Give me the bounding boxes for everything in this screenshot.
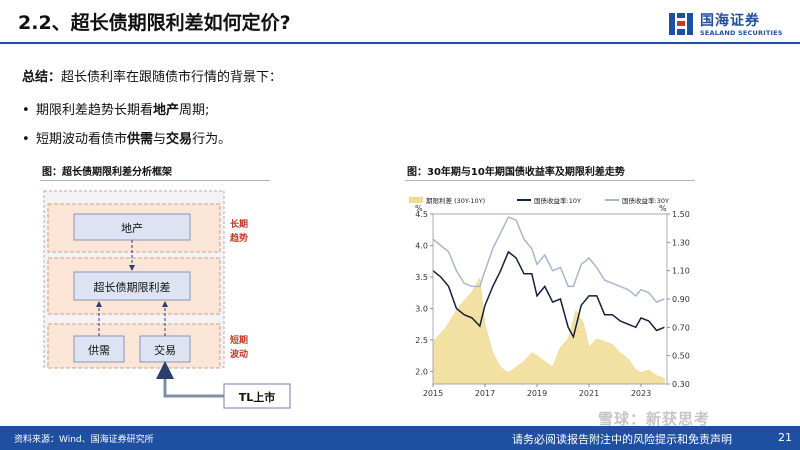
x-tick-label: 2015 [423, 389, 443, 398]
watermark: 雪球：新获思考 [598, 410, 711, 428]
bullet-supply-trading: • 短期波动看债市供需与交易行为。 [22, 128, 231, 147]
x-tick-label: 2023 [631, 389, 651, 398]
summary-text: 超长债利率在跟随债市行情的背景下： [61, 70, 283, 85]
yield-10y-line [432, 250, 665, 339]
spread-label: 超长债期限利差 [93, 281, 171, 294]
short-term-line-2: 波动 [230, 350, 249, 360]
chart-axes: 4.5 4.0 3.5 3.0 2.5 2.0 1.50 1.30 1.10 0.90 0.70 0.… [415, 204, 690, 398]
left-tick-label: 2.0 [415, 367, 428, 376]
right-tick-label: 1.50 [672, 210, 690, 219]
yield-chart-title-rule [405, 180, 695, 181]
footer-disclaimer: 请务必阅读报告附注中的风险提示和免责声明 [512, 433, 732, 446]
bullet2-highlight-trading: 交易 [166, 132, 193, 147]
bullet1-post: 周期; [179, 103, 210, 118]
right-tick-label: 1.10 [672, 267, 690, 276]
left-tick-label: 2.5 [415, 336, 428, 345]
x-tick-label: 2019 [527, 389, 547, 398]
right-axis-unit: % [659, 204, 667, 213]
left-tick-label: 3.5 [415, 273, 428, 282]
left-tick-label: 4.0 [415, 241, 428, 250]
company-logo: 国海证券 SEALAND SECURITIES [668, 10, 788, 42]
bullet-dot: • [22, 103, 30, 118]
short-term-line-1: 短期 [230, 336, 249, 346]
x-tick-label: 2021 [579, 389, 599, 398]
arrow-tl-to-trading [156, 361, 224, 398]
summary-label: 总结： [22, 70, 62, 85]
page-number: 21 [778, 431, 792, 444]
bullet-real-estate: • 期限利差趋势长期看地产周期; [22, 99, 209, 118]
right-tick-label: 0.50 [672, 352, 690, 361]
legend-label: 国债收益率:30Y [622, 196, 669, 205]
bullet1-pre: 期限利差趋势长期看 [36, 103, 154, 118]
bullet2-highlight-supply: 供需 [127, 132, 154, 147]
yield-line-series [432, 216, 665, 339]
spread-area-series [432, 276, 665, 385]
bullet2-mid: 与 [153, 132, 167, 147]
right-tick-label: 0.70 [672, 323, 690, 332]
framework-title-rule [40, 180, 270, 181]
right-tick-label: 0.90 [672, 295, 690, 304]
yield-spread-chart: 期限利差 (30Y-10Y) 国债收益率:10Y 国债收益率:30Y 4.5 4.0 3… [409, 196, 690, 398]
yield-chart-title: 图：30年期与10年期国债收益率及期限利差走势 [407, 167, 625, 178]
right-tick-label: 0.30 [672, 380, 690, 389]
right-tick-label: 1.30 [672, 238, 690, 247]
footer-source: 资料来源：Wind、国海证券研究所 [14, 435, 154, 445]
bullet1-highlight: 地产 [153, 103, 180, 118]
legend-label: 期限利差 (30Y-10Y) [426, 196, 485, 205]
page-title: 2.2、超长债期限利差如何定价? [18, 12, 291, 34]
legend-swatch-spread [409, 197, 423, 203]
logo-chinese-name: 国海证券 [700, 13, 760, 29]
chart-legend: 期限利差 (30Y-10Y) 国债收益率:10Y 国债收益率:30Y [409, 196, 669, 205]
real-estate-label: 地产 [121, 222, 143, 235]
footer-bar [0, 426, 800, 450]
bullet2-post: 行为。 [192, 132, 232, 147]
long-term-line-1: 长期 [230, 220, 249, 230]
framework-figure-title: 图：超长债期限利差分析框架 [42, 167, 172, 178]
short-term-fluctuation-label: 短期 波动 [230, 334, 248, 362]
left-tick-label: 4.5 [415, 210, 428, 219]
bullet2-pre: 短期波动看债市 [36, 132, 128, 147]
header-divider [0, 42, 800, 44]
spread-area [432, 276, 665, 385]
sealand-logo-icon [669, 13, 693, 35]
yield-30y-line [432, 216, 665, 303]
tl-listing-label: TL上市 [238, 391, 276, 404]
bullet-dot: • [22, 132, 30, 147]
long-term-line-2: 趋势 [230, 234, 249, 244]
left-axis-unit: % [415, 204, 423, 213]
supply-demand-label: 供需 [88, 344, 110, 357]
long-term-trend-label: 长期 趋势 [230, 218, 248, 246]
trading-label: 交易 [154, 344, 176, 357]
summary-line: 总结：超长债利率在跟随债市行情的背景下： [22, 66, 282, 85]
legend-label: 国债收益率:10Y [534, 196, 581, 205]
left-tick-label: 3.0 [415, 304, 428, 313]
x-tick-label: 2017 [475, 389, 495, 398]
logo-english-name: SEALAND SECURITIES [700, 29, 783, 37]
